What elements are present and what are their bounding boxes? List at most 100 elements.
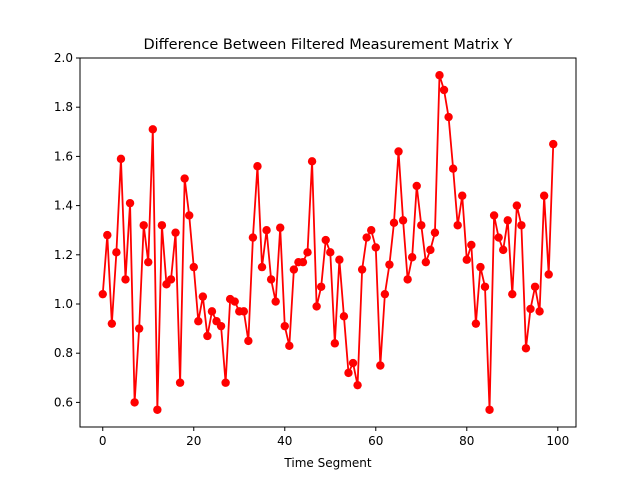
data-point (494, 233, 503, 242)
data-point (221, 378, 230, 387)
data-point (426, 245, 435, 255)
data-point (116, 154, 126, 164)
data-point (194, 317, 203, 326)
x-axis-label: Time Segment (283, 456, 371, 470)
data-point (344, 368, 353, 378)
data-point (262, 226, 271, 235)
data-point (298, 257, 308, 267)
data-point (198, 292, 208, 301)
y-tick-label: 1.2 (54, 248, 73, 262)
data-point (316, 282, 326, 291)
data-point (517, 221, 526, 230)
data-point (549, 139, 558, 149)
data-point (321, 235, 330, 245)
data-point (189, 262, 198, 272)
y-tick-label: 1.8 (54, 100, 73, 114)
data-point (508, 289, 517, 299)
x-tick-label: 40 (277, 434, 292, 448)
data-point (417, 221, 426, 230)
x-tick-label: 60 (368, 434, 383, 448)
data-point (398, 216, 408, 225)
y-tick-label: 1.0 (54, 297, 73, 311)
data-point (153, 405, 162, 414)
data-point (303, 248, 312, 257)
data-point (376, 361, 385, 370)
data-point (166, 275, 176, 284)
data-point (512, 201, 522, 210)
data-point (248, 233, 258, 242)
data-point (485, 405, 494, 414)
data-point (367, 226, 376, 235)
data-point (539, 191, 549, 200)
y-axis-ticks: 0.6 0.8 1.0 1.2 1.4 1.6 1.8 2.0 (54, 51, 80, 409)
data-point (471, 319, 481, 328)
data-point (544, 270, 553, 279)
data-point (430, 228, 440, 237)
data-point (326, 248, 335, 257)
data-point (130, 398, 139, 407)
data-point (230, 297, 239, 306)
axes-frame (79, 57, 577, 428)
series-line (101, 74, 555, 411)
data-point (348, 358, 358, 368)
x-tick-label: 100 (546, 434, 569, 448)
x-axis-ticks: 0 20 40 60 80 100 (99, 427, 569, 448)
data-point (285, 341, 294, 351)
data-point (257, 262, 267, 272)
data-point (107, 319, 117, 328)
chart-title: Difference Between Filtered Measurement … (143, 37, 512, 53)
data-point (521, 344, 531, 353)
data-point (253, 162, 262, 171)
x-tick-label: 80 (459, 434, 474, 448)
data-point (125, 198, 135, 208)
y-tick-label: 0.8 (54, 346, 73, 360)
data-point (307, 157, 317, 166)
data-point (244, 336, 253, 346)
data-point (148, 125, 158, 134)
data-point (535, 307, 544, 316)
data-point (335, 255, 344, 264)
data-point (134, 324, 144, 333)
data-point (112, 248, 121, 257)
data-point (385, 260, 394, 269)
data-point (444, 112, 453, 122)
data-point (421, 257, 431, 267)
data-point (439, 85, 449, 95)
data-point (103, 230, 112, 240)
data-point (339, 312, 349, 321)
data-point (121, 275, 130, 284)
data-point (271, 297, 280, 306)
data-point (353, 380, 362, 390)
y-tick-label: 2.0 (54, 51, 73, 65)
data-point (312, 302, 321, 311)
x-tick-label: 0 (99, 434, 107, 448)
y-tick-label: 1.6 (54, 149, 73, 163)
data-point (403, 275, 412, 284)
data-point (216, 321, 226, 331)
data-point (530, 282, 540, 291)
data-point (435, 71, 444, 80)
data-point (289, 265, 299, 274)
data-point (357, 265, 367, 274)
data-point (498, 245, 508, 255)
data-point (276, 223, 285, 232)
data-point (280, 321, 289, 331)
data-point (503, 216, 512, 225)
data-point (362, 233, 371, 242)
data-point (407, 253, 417, 262)
series-layer (98, 71, 558, 414)
data-point (207, 307, 217, 316)
data-point (462, 255, 471, 264)
data-point (239, 307, 249, 316)
y-tick-label: 0.6 (54, 395, 73, 409)
y-tick-label: 1.4 (54, 199, 73, 213)
data-point (371, 243, 380, 252)
data-point (389, 218, 399, 228)
data-point (157, 221, 167, 230)
data-point (476, 262, 485, 272)
data-point (458, 191, 467, 200)
data-point (144, 257, 153, 267)
data-point (480, 282, 490, 291)
data-point (526, 304, 535, 314)
